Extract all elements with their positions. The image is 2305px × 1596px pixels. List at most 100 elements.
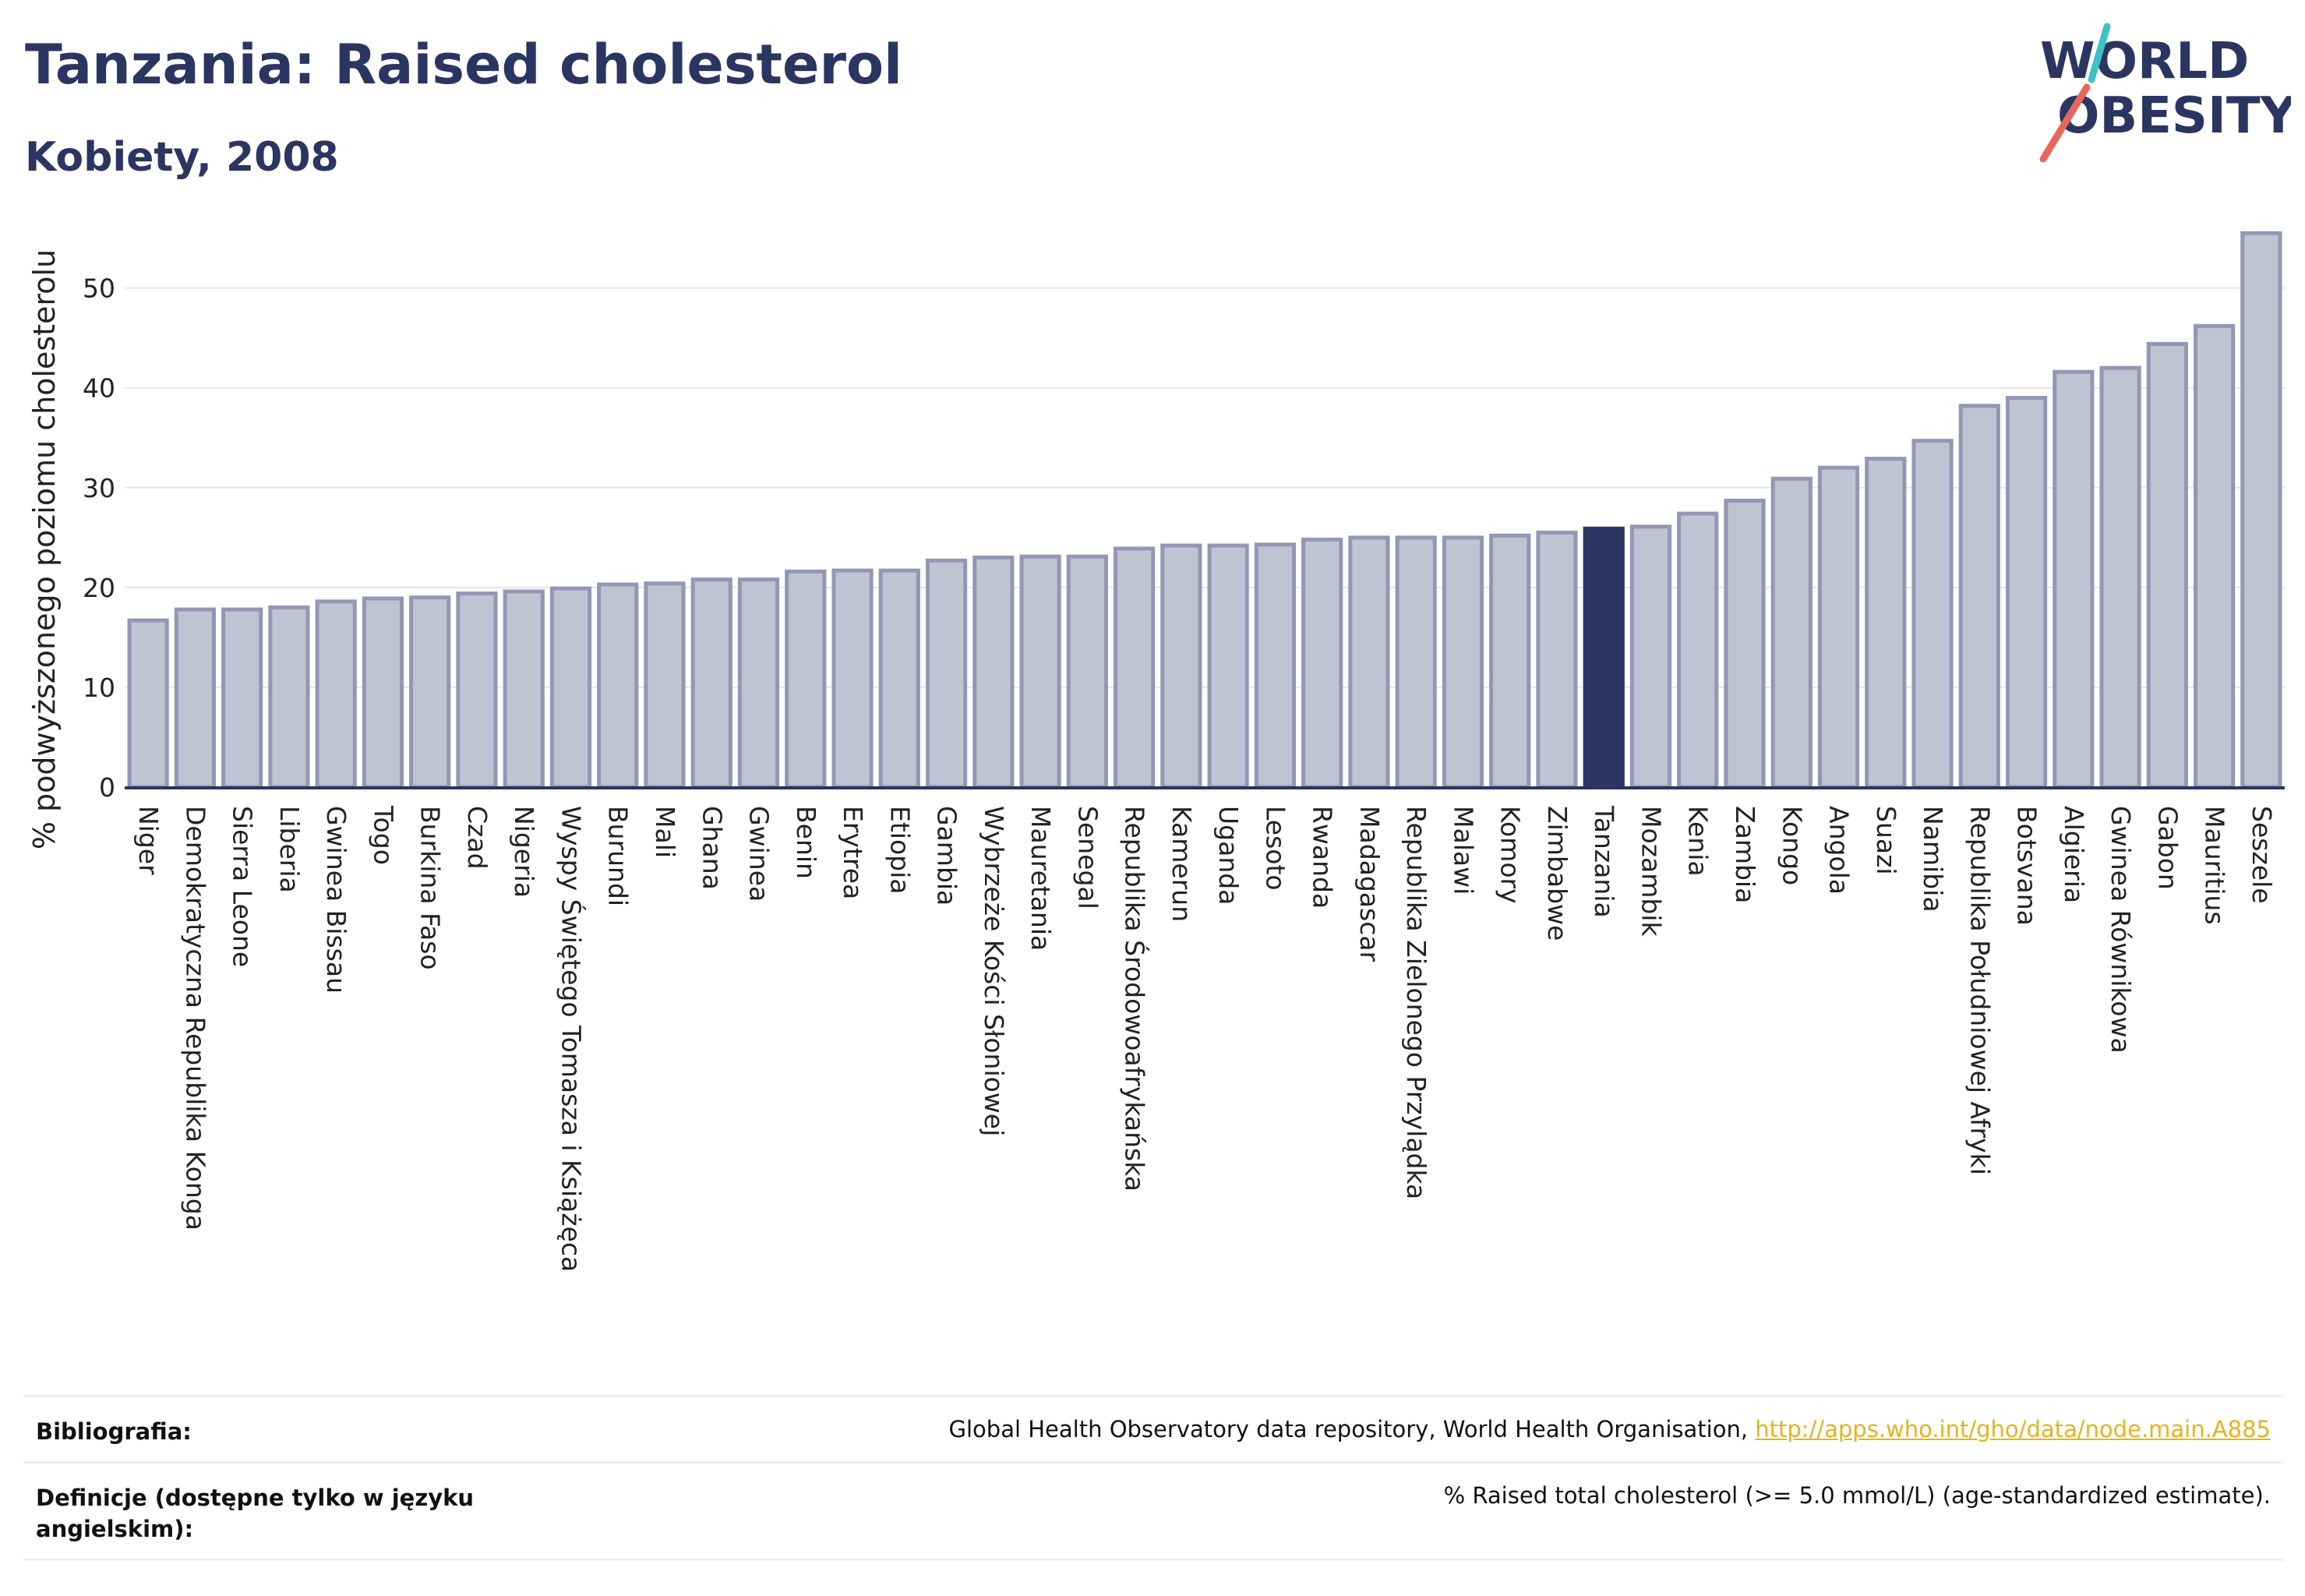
bar-niger[interactable]: [127, 618, 169, 789]
bar-wybrzeże-kości-słoniowej[interactable]: [972, 555, 1015, 789]
x-tick-label: Gwinea Równikowa: [2106, 806, 2136, 1054]
bar-angola[interactable]: [1817, 465, 1860, 789]
bar-sierra-leone[interactable]: [221, 607, 263, 789]
logo-slash-red: [2039, 83, 2091, 162]
x-tick-label: Liberia: [274, 806, 305, 893]
x-tick-label: Senegal: [1072, 806, 1103, 909]
x-tick-label: Lesoto: [1260, 806, 1290, 891]
bibliography-link[interactable]: http://apps.who.int/gho/data/node.main.A…: [1755, 1416, 2271, 1442]
x-tick-label: Namibia: [1918, 806, 1948, 913]
bar-lesoto[interactable]: [1254, 542, 1296, 789]
x-tick-label: Mauretania: [1025, 806, 1056, 951]
x-tick-label: Togo: [368, 805, 398, 865]
bibliography-row: Bibliografia: Global Health Observatory …: [23, 1395, 2283, 1461]
x-tick-label: Madagascar: [1354, 806, 1385, 962]
x-tick-label: Ghana: [697, 806, 727, 890]
x-tick-label: Mali: [650, 806, 680, 858]
bar-wyspy-świętego-tomasza-i-książęca[interactable]: [549, 586, 592, 789]
bar-komory[interactable]: [1489, 533, 1531, 789]
bars: [127, 231, 2282, 789]
bar-erytrea[interactable]: [831, 568, 874, 789]
x-tick-label: Algieria: [2059, 806, 2089, 903]
bar-republika-południowej-afryki[interactable]: [1958, 404, 2000, 789]
bar-gwinea-bissau[interactable]: [315, 599, 357, 789]
x-tick-label: Malawi: [1448, 806, 1478, 895]
x-tick-label: Mozambik: [1636, 806, 1666, 937]
bar-malawi[interactable]: [1442, 535, 1484, 789]
x-tick-label: Seszele: [2247, 806, 2277, 904]
bar-benin[interactable]: [785, 569, 827, 789]
bibliography-label: Bibliografia:: [36, 1418, 192, 1445]
bar-gambia[interactable]: [925, 558, 968, 789]
x-tick-label: Zimbabwe: [1542, 806, 1573, 941]
y-tick-label: 10: [83, 673, 115, 703]
bar-mali[interactable]: [644, 581, 686, 789]
bar-namibia[interactable]: [1911, 439, 1954, 789]
x-tick-label: Burkina Faso: [415, 806, 446, 970]
bar-madagascar[interactable]: [1348, 535, 1390, 789]
x-tick-label: Botsvana: [2012, 806, 2042, 926]
x-tick-label: Wyspy Świętego Tomasza i Książęca: [556, 806, 587, 1272]
x-tick-label: Kenia: [1683, 806, 1714, 877]
bar-kongo[interactable]: [1770, 476, 1813, 789]
bar-mauritius[interactable]: [2194, 323, 2236, 789]
definitions-value: % Raised total cholesterol (>= 5.0 mmol/…: [1443, 1482, 2271, 1509]
x-tick-label: Kamerun: [1167, 806, 1197, 922]
bar-mozambik[interactable]: [1629, 524, 1672, 789]
y-tick-label: 30: [83, 473, 115, 503]
bar-republika-środowoafrykańska[interactable]: [1114, 546, 1156, 789]
bar-uganda[interactable]: [1207, 543, 1249, 789]
footer: Bibliografia: Global Health Observatory …: [23, 1395, 2283, 1561]
bar-nigeria[interactable]: [503, 589, 545, 789]
bar-togo[interactable]: [362, 596, 404, 789]
x-tick-label: Uganda: [1213, 806, 1244, 905]
bar-zambia[interactable]: [1724, 498, 1766, 789]
bar-tanzania[interactable]: [1583, 526, 1625, 789]
logo-line2: OBESITY: [2057, 87, 2291, 145]
x-tick-label: Mauritius: [2200, 806, 2230, 925]
x-tick-label: Burundi: [603, 806, 634, 906]
bar-senegal[interactable]: [1066, 554, 1108, 789]
bar-seszele[interactable]: [2240, 231, 2282, 789]
bar-etiopia[interactable]: [878, 568, 920, 789]
x-tick-label: Benin: [791, 806, 821, 879]
x-tick-label: Suazi: [1871, 806, 1901, 875]
bar-demokratyczna-republika-konga[interactable]: [174, 607, 216, 789]
bar-botsvana[interactable]: [2005, 396, 2048, 789]
bar-algieria[interactable]: [2053, 369, 2095, 789]
bar-gabon[interactable]: [2146, 341, 2188, 789]
bar-kenia[interactable]: [1677, 511, 1719, 789]
bibliography-value: Global Health Observatory data repositor…: [949, 1416, 2271, 1442]
y-tick-label: 20: [83, 573, 115, 603]
x-tick-label: Kongo: [1777, 806, 1807, 885]
x-tick-label: Wybrzeże Kości Słoniowej: [979, 806, 1009, 1136]
bar-czad[interactable]: [456, 591, 498, 789]
y-tick-label: 0: [99, 772, 115, 803]
logo-slash-teal: [2088, 23, 2111, 83]
bar-gwinea-równikowa[interactable]: [2099, 365, 2141, 789]
x-tick-label: Erytrea: [838, 806, 868, 899]
world-obesity-logo: WORLD OBESITY: [2039, 23, 2291, 162]
x-tick-label: Sierra Leone: [228, 806, 258, 967]
page-title: Tanzania: Raised cholesterol: [25, 33, 903, 97]
logo-line1: WORLD: [2040, 33, 2249, 90]
x-tick-label: Angola: [1824, 806, 1855, 895]
x-tick-label: Niger: [133, 806, 164, 875]
bar-gwinea[interactable]: [737, 577, 780, 789]
x-tick-label: Republika Południowej Afryki: [1964, 806, 1995, 1175]
bar-liberia[interactable]: [268, 605, 310, 789]
bar-zimbabwe[interactable]: [1536, 530, 1578, 789]
bar-chart: 0 10 20 30 40 50 Niger Demokratyczna Republika…: [27, 231, 2285, 1272]
bar-mauretania[interactable]: [1019, 554, 1061, 789]
bar-rwanda[interactable]: [1301, 537, 1343, 789]
x-axis-ticks: Niger Demokratyczna Republika Konga Sierra…: [133, 805, 2277, 1272]
bar-burundi[interactable]: [597, 582, 639, 789]
bibliography-text: Global Health Observatory data repositor…: [948, 1416, 1756, 1442]
bar-republika-zielonego-przylądka[interactable]: [1395, 535, 1437, 789]
x-tick-label: Czad: [462, 806, 492, 870]
bar-kamerun[interactable]: [1160, 543, 1202, 789]
bar-suazi[interactable]: [1865, 457, 1907, 789]
x-tick-label: Zambia: [1730, 806, 1760, 903]
bar-burkina-faso[interactable]: [409, 595, 451, 789]
bar-ghana[interactable]: [690, 577, 732, 789]
